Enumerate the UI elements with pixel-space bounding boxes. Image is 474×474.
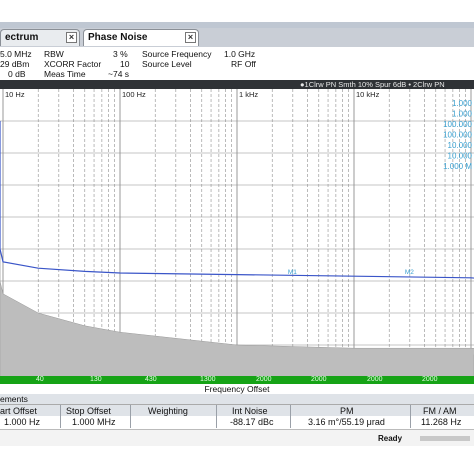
table-row[interactable]: 1.000 Hz 1.000 MHz -88.17 dBc 3.16 m°/55… (0, 416, 474, 428)
fm-am-value: 11.268 Hz (421, 417, 462, 427)
table-title: ements (0, 394, 28, 404)
source-level-value: RF Off (231, 59, 256, 69)
column-divider (216, 405, 217, 428)
param-value: 29 dBm (0, 59, 30, 69)
range-label: 2000 (367, 376, 383, 383)
param-value: 0 dB (8, 69, 26, 79)
pm-value: 3.16 m°/55.19 μrad (308, 417, 385, 427)
trace-legend: ●1Clrw PN Smth 10% Spur 6dB • 2Clrw PN (300, 80, 445, 89)
range-label: 1300 (200, 376, 216, 383)
range-label: 2000 (422, 376, 438, 383)
stop-offset-value: 1.000 MHz (72, 417, 116, 427)
marker-label: 1.000 (452, 110, 473, 119)
marker-point-label: M2 (405, 269, 414, 276)
title-bar (0, 0, 474, 30)
phase-noise-plot[interactable]: 10 Hz 100 Hz 1 kHz 10 kHz 1.000 1.000 100.000 1… (0, 89, 474, 377)
source-frequency-label: Source Frequency (142, 49, 212, 59)
marker-label: 10.000 (448, 152, 473, 161)
x-tick-label: 1 kHz (239, 90, 258, 99)
status-ready: Ready (378, 434, 403, 443)
marker-point-label: M1 (288, 269, 297, 276)
range-label: 2000 (311, 376, 327, 383)
title-strip (0, 22, 474, 30)
marker-label: 100.000 (443, 131, 472, 140)
x-tick-label: 100 Hz (122, 90, 146, 99)
column-divider (60, 405, 61, 428)
measurements-title: ements (0, 394, 474, 404)
status-bar: Ready (0, 429, 474, 446)
rbw-value: 3 % (113, 49, 128, 59)
marker-label: 1.000 M (443, 162, 472, 171)
tab-phase-noise[interactable]: Phase Noise × (83, 29, 199, 46)
close-icon[interactable]: × (185, 32, 196, 43)
param-value: 5.0 MHz (0, 49, 32, 59)
tab-phase-noise-label: Phase Noise (88, 32, 148, 43)
source-level-label: Source Level (142, 59, 192, 69)
range-label: 2000 (256, 376, 272, 383)
marker-label: 100.000 (443, 120, 472, 129)
bottom-area (0, 446, 474, 474)
trace-2-area (0, 153, 474, 377)
measurement-params: 5.0 MHz 29 dBm 0 dB RBW XCORR Factor Mea… (0, 47, 474, 79)
trace-1-line (0, 121, 474, 279)
x-tick-label: 10 kHz (356, 90, 380, 99)
col-weighting: Weighting (148, 406, 188, 416)
x-axis-label: Frequency Offset (0, 384, 474, 394)
source-frequency-value: 1.0 GHz (224, 49, 256, 59)
tab-spectrum-label: ectrum (5, 32, 39, 43)
col-pm: PM (340, 406, 354, 416)
range-label: 430 (145, 376, 157, 383)
plot-canvas: 10 Hz 100 Hz 1 kHz 10 kHz1.0001.000100.0001… (0, 89, 474, 377)
col-int-noise: Int Noise (232, 406, 268, 416)
trace-info-bar: ●1Clrw PN Smth 10% Spur 6dB • 2Clrw PN (0, 80, 474, 89)
tab-spectrum[interactable]: ectrum × (0, 29, 80, 46)
x-tick-label: 10 Hz (5, 90, 25, 99)
close-icon[interactable]: × (66, 32, 77, 43)
start-offset-value: 1.000 Hz (4, 417, 41, 427)
progress-bar (420, 436, 470, 441)
meas-time-label: Meas Time (44, 69, 86, 79)
marker-label: 1.000 (452, 99, 473, 108)
xcorr-label: XCORR Factor (44, 59, 102, 69)
column-divider (410, 405, 411, 428)
xcorr-value: 10 (120, 59, 130, 69)
col-fm-am: FM / AM (423, 406, 457, 416)
column-divider (130, 405, 131, 428)
col-stop-offset: Stop Offset (66, 406, 111, 416)
meas-time-value: ~74 s (108, 69, 130, 79)
rbw-label: RBW (44, 49, 64, 59)
int-noise-value: -88.17 dBc (230, 417, 274, 427)
range-label: 130 (90, 376, 102, 383)
marker-label: 10.000 (448, 141, 473, 150)
col-start-offset: art Offset (0, 406, 37, 416)
integration-range-bar: 40 130 430 1300 2000 2000 2000 2000 (0, 376, 474, 384)
table-header: art Offset Stop Offset Weighting Int Noi… (0, 404, 474, 416)
column-divider (290, 405, 291, 428)
range-label: 40 (36, 376, 44, 383)
